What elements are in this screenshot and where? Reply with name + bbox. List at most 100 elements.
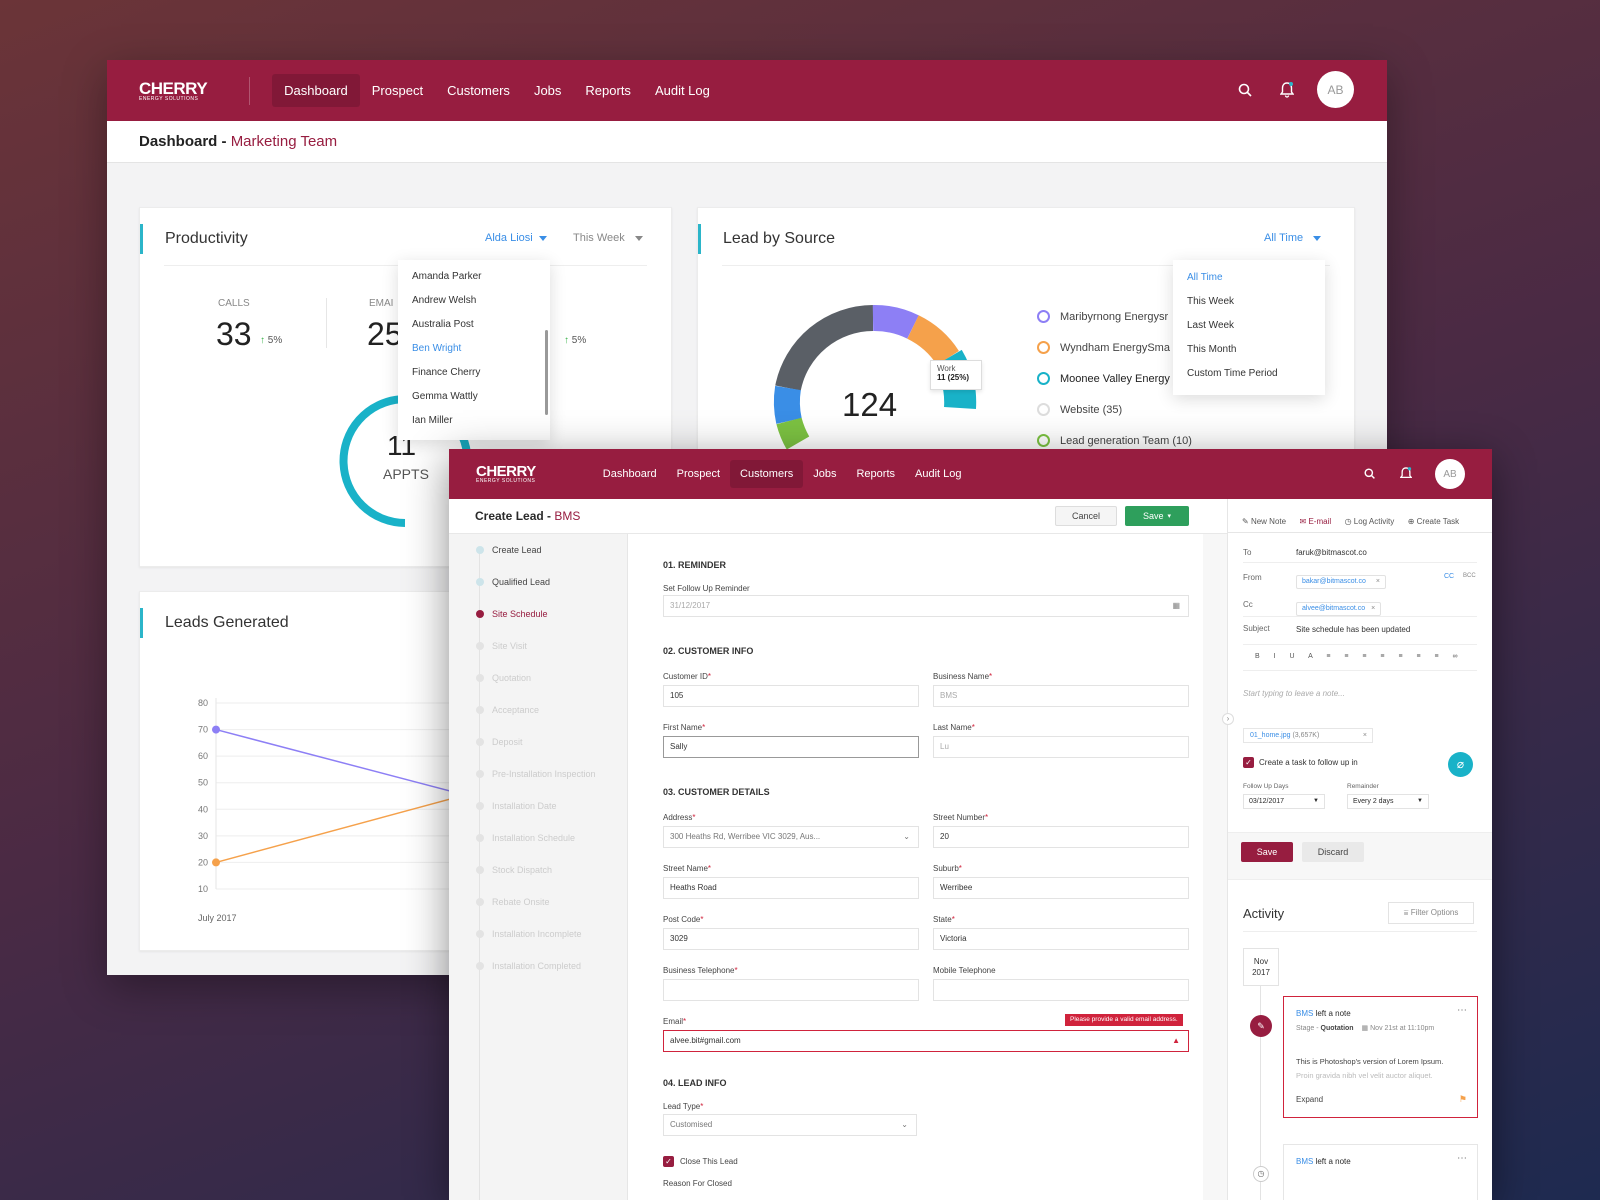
tab-create-task[interactable]: ⊕ Create Task <box>1407 517 1460 526</box>
cc-link[interactable]: CC <box>1444 573 1455 580</box>
step-item[interactable]: Installation Completed <box>449 950 627 982</box>
more-icon[interactable]: ⋯ <box>1457 1153 1467 1164</box>
nav-customers[interactable]: Customers <box>730 460 804 488</box>
nav-customers[interactable]: Customers <box>447 83 510 98</box>
cancel-button[interactable]: Cancel <box>1055 506 1117 526</box>
time-option[interactable]: Last Week <box>1187 320 1235 331</box>
bell-icon[interactable] <box>1400 466 1412 481</box>
time-option[interactable]: This Week <box>1187 296 1235 307</box>
nav-prospect[interactable]: Prospect <box>371 83 424 98</box>
step-item[interactable]: Stock Dispatch <box>449 854 627 886</box>
tab-new-note[interactable]: ✎ New Note <box>1242 517 1287 526</box>
person-option[interactable]: Andrew Welsh <box>412 295 477 306</box>
person-option[interactable]: Australia Post <box>412 319 474 330</box>
time-filter[interactable]: All Time <box>1264 232 1322 244</box>
customer-id-input[interactable]: 105 <box>663 685 919 707</box>
person-option[interactable]: Amanda Parker <box>412 271 482 282</box>
reminder-select[interactable]: Every 2 days ▼ <box>1347 794 1429 809</box>
tab-log-activity[interactable]: ◷ Log Activity <box>1344 517 1395 526</box>
nav-audit-log[interactable]: Audit Log <box>915 468 962 480</box>
street-name-input[interactable]: Heaths Road <box>663 877 919 899</box>
post-code-input[interactable]: 3029 <box>663 928 919 950</box>
expand-link[interactable]: Expand <box>1296 1095 1324 1104</box>
time-option[interactable]: This Month <box>1187 344 1237 355</box>
time-option[interactable]: Custom Time Period <box>1187 368 1278 379</box>
to-input[interactable]: faruk@bitmascot.co <box>1296 548 1367 557</box>
address-select[interactable]: 300 Heaths Rd, Werribee VIC 3029, Aus...… <box>663 826 919 848</box>
from-chip[interactable]: bakar@bitmascot.co × <box>1296 570 1386 589</box>
suburb-input[interactable]: Werribee <box>933 877 1189 899</box>
bell-icon[interactable] <box>1280 81 1294 98</box>
series-point[interactable] <box>212 858 220 867</box>
person-filter[interactable]: Alda Liosi <box>485 232 547 244</box>
nav-audit-log[interactable]: Audit Log <box>654 83 710 98</box>
user-avatar[interactable]: AB <box>1317 71 1354 108</box>
nav-dashboard[interactable]: Dashboard <box>272 74 360 107</box>
step-item[interactable]: Pre-Installation Inspection <box>449 758 627 790</box>
step-item[interactable]: Installation Date <box>449 790 627 822</box>
time-option-selected[interactable]: All Time <box>1187 272 1223 283</box>
nav-reports[interactable]: Reports <box>856 468 896 480</box>
person-option[interactable]: Finance Cherry <box>412 367 481 378</box>
format-toolbar[interactable]: B I U A ≡ ≡ ≡ ≡ ≡ ≡ ≡ ∞ <box>1243 644 1477 671</box>
follow-up-date-input[interactable]: 31/12/2017 ▦ <box>663 595 1189 617</box>
logo[interactable]: CHERRY ENERGY SOLUTIONS <box>139 80 208 102</box>
close-icon[interactable]: × <box>1375 578 1380 585</box>
step-item[interactable]: Installation Schedule <box>449 822 627 854</box>
discard-button[interactable]: Discard <box>1302 842 1364 862</box>
step-item[interactable]: Create Lead <box>449 534 627 566</box>
bcc-link[interactable]: BCC <box>1463 573 1476 579</box>
calendar-icon[interactable]: ▦ <box>1172 601 1180 610</box>
nav-dashboard[interactable]: Dashboard <box>602 468 657 480</box>
person-option[interactable]: Ian Miller <box>412 415 453 426</box>
nav-jobs[interactable]: Jobs <box>813 468 837 480</box>
activity-card[interactable]: BMS left a note ⋯ <box>1283 1144 1478 1200</box>
period-filter[interactable]: This Week <box>573 232 643 244</box>
close-icon[interactable]: × <box>1362 732 1367 739</box>
step-item[interactable]: Acceptance <box>449 694 627 726</box>
user-avatar[interactable]: AB <box>1435 459 1465 489</box>
search-icon[interactable] <box>1238 83 1253 98</box>
cc-chip[interactable]: alvee@bitmascot.co × <box>1296 597 1382 616</box>
business-name-input[interactable]: BMS <box>933 685 1189 707</box>
business-telephone-input[interactable] <box>663 979 919 1001</box>
activity-author[interactable]: BMS <box>1296 1157 1314 1166</box>
message-body[interactable]: Start typing to leave a note... <box>1243 689 1345 698</box>
person-option[interactable]: Gemma Wattly <box>412 391 478 402</box>
state-input[interactable]: Victoria <box>933 928 1189 950</box>
tab-email[interactable]: ✉ E-mail <box>1299 517 1332 526</box>
close-icon[interactable]: × <box>1371 605 1376 612</box>
lead-type-select[interactable]: Customised ⌄ <box>663 1114 917 1136</box>
nav-jobs[interactable]: Jobs <box>533 83 562 98</box>
more-icon[interactable]: ⋯ <box>1457 1005 1467 1016</box>
logo[interactable]: CHERRY ENERGY SOLUTIONS <box>476 464 536 484</box>
flag-icon[interactable]: ⚑ <box>1458 1094 1467 1104</box>
first-name-input[interactable]: Sally <box>663 736 919 758</box>
activity-card[interactable]: BMS left a note ⋯ Stage - Quotation ▦ No… <box>1283 996 1478 1118</box>
scrollbar[interactable] <box>545 330 548 415</box>
step-item[interactable]: Installation Incomplete <box>449 918 627 950</box>
step-item[interactable]: Rebate Onsite <box>449 886 627 918</box>
street-number-input[interactable]: 20 <box>933 826 1189 848</box>
follow-up-days-select[interactable]: 03/12/2017 ▼ <box>1243 794 1325 809</box>
step-item[interactable]: Qualified Lead <box>449 566 627 598</box>
composer-save-button[interactable]: Save <box>1241 842 1293 862</box>
follow-up-task-checkbox[interactable]: ✓ <box>1243 757 1254 768</box>
series-point[interactable] <box>212 725 220 734</box>
nav-reports[interactable]: Reports <box>585 83 631 98</box>
filter-options-button[interactable]: ⩸ Filter Options <box>1388 902 1474 924</box>
step-item[interactable]: Site Visit <box>449 630 627 662</box>
person-option-selected[interactable]: Ben Wright <box>412 343 462 354</box>
step-item[interactable]: Quotation <box>449 662 627 694</box>
save-button[interactable]: Save ▾ <box>1125 506 1189 526</box>
search-icon[interactable] <box>1364 468 1376 480</box>
attach-icon[interactable]: ⌀ <box>1448 752 1473 777</box>
attachment-chip[interactable]: 01_home.jpg (3,657K) × <box>1243 728 1373 743</box>
chevron-right-icon[interactable]: › <box>1222 713 1234 725</box>
step-item-current[interactable]: Site Schedule <box>449 598 627 630</box>
email-input[interactable]: alvee.bit#gmail.com ▲ <box>663 1030 1189 1052</box>
nav-prospect[interactable]: Prospect <box>676 468 721 480</box>
last-name-input[interactable]: Lu <box>933 736 1189 758</box>
activity-author[interactable]: BMS <box>1296 1009 1314 1018</box>
step-item[interactable]: Deposit <box>449 726 627 758</box>
